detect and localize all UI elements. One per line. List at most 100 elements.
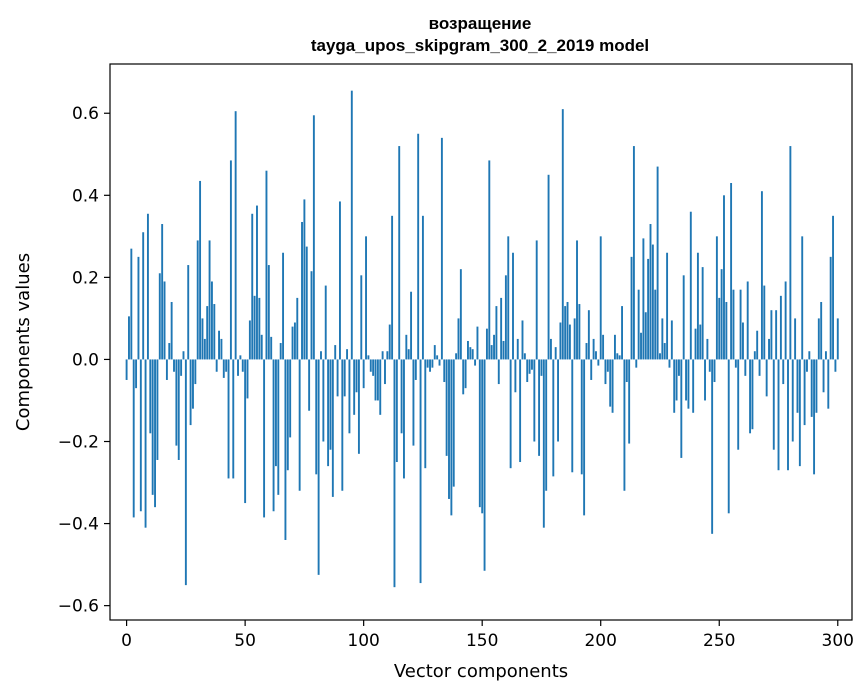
bar — [443, 359, 446, 383]
bar — [274, 359, 277, 467]
bar — [775, 310, 778, 360]
bar — [246, 359, 249, 399]
bar — [580, 359, 583, 475]
bar — [293, 322, 296, 360]
bar — [810, 359, 813, 417]
bar — [794, 318, 797, 360]
bar — [782, 359, 785, 385]
bar — [158, 273, 161, 360]
bar — [659, 353, 661, 360]
bar — [210, 281, 213, 360]
bar — [637, 289, 640, 360]
bar — [675, 359, 678, 401]
bar — [554, 347, 557, 360]
bar — [355, 359, 358, 393]
bar — [438, 359, 441, 366]
bar — [225, 359, 228, 372]
bar — [291, 326, 294, 360]
bar — [431, 359, 434, 368]
bar — [410, 291, 413, 360]
bar — [493, 334, 495, 360]
bar — [445, 359, 448, 456]
bar — [407, 349, 410, 360]
y-axis-label: Components values — [13, 253, 34, 431]
bar — [734, 359, 737, 368]
bar — [455, 353, 458, 360]
bar — [578, 304, 581, 360]
bar — [632, 146, 635, 360]
bar — [504, 275, 507, 360]
bar — [753, 351, 756, 360]
bar — [564, 306, 567, 360]
bar — [308, 359, 311, 411]
bar — [737, 359, 740, 450]
bar — [803, 359, 806, 426]
bar — [542, 359, 545, 528]
bar — [656, 166, 659, 360]
bar — [587, 310, 590, 360]
bar — [173, 359, 175, 372]
bar — [469, 347, 472, 360]
bar — [180, 359, 183, 376]
bar — [647, 258, 650, 360]
bar — [137, 256, 140, 360]
bar — [531, 359, 533, 370]
bar — [170, 301, 173, 360]
bar — [502, 340, 505, 360]
bar — [720, 269, 723, 360]
bar — [400, 359, 403, 434]
bar — [125, 359, 128, 380]
bar — [576, 240, 578, 360]
bar — [635, 359, 638, 368]
bar — [412, 359, 415, 446]
bar — [426, 359, 429, 368]
bar — [199, 180, 202, 360]
bar — [725, 301, 728, 360]
bar — [130, 248, 133, 360]
bar — [256, 205, 258, 360]
bar — [220, 338, 223, 360]
bar — [341, 359, 344, 491]
bar — [187, 265, 190, 360]
bar — [362, 359, 365, 389]
bar — [609, 359, 612, 407]
bar — [263, 359, 266, 518]
bar — [457, 318, 460, 360]
x-tick-label: 50 — [234, 631, 256, 651]
bar — [585, 343, 588, 360]
bar — [206, 306, 209, 360]
bar — [523, 353, 526, 360]
bar — [128, 316, 130, 360]
bar — [139, 359, 142, 512]
bar — [706, 338, 709, 360]
bar — [834, 359, 837, 372]
bar — [611, 359, 614, 413]
bar — [768, 338, 770, 360]
bar — [798, 359, 801, 467]
bar — [533, 359, 536, 442]
bar — [663, 343, 666, 360]
bar — [649, 224, 652, 360]
bar — [144, 359, 147, 528]
bar — [324, 285, 327, 360]
bar — [483, 359, 486, 571]
bar — [772, 359, 775, 450]
bar — [519, 359, 522, 463]
y-tick-label: 0.2 — [72, 268, 99, 288]
bar — [277, 359, 280, 495]
x-tick-label: 200 — [584, 631, 616, 651]
bar — [566, 301, 569, 360]
bar — [822, 359, 825, 393]
bar — [497, 359, 500, 385]
bar — [806, 359, 808, 372]
bar — [571, 359, 574, 473]
bar — [336, 359, 339, 397]
bar — [241, 359, 244, 372]
bar — [654, 289, 657, 360]
bar — [723, 195, 725, 360]
bar — [687, 359, 690, 409]
bar — [419, 359, 422, 584]
y-tick-label: −0.4 — [58, 515, 99, 535]
bar — [393, 359, 396, 588]
bar — [296, 297, 299, 360]
